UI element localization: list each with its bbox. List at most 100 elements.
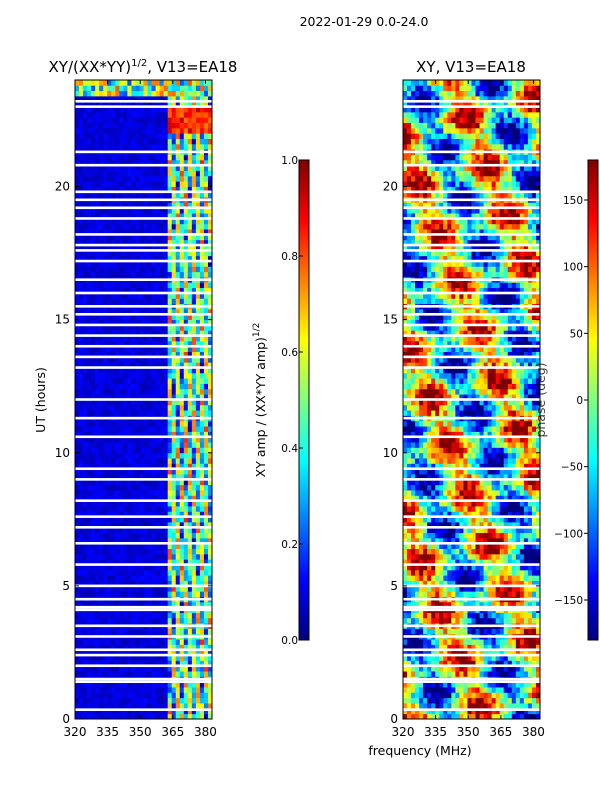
heatmap-cell [139, 234, 144, 241]
heatmap-cell [495, 687, 501, 693]
heatmap-cell [459, 697, 464, 704]
heatmap-cell [83, 500, 88, 507]
heatmap-cell [207, 319, 213, 326]
heatmap-cell [195, 255, 201, 262]
heatmap-cell [495, 649, 501, 656]
heatmap-cell [171, 708, 177, 715]
heatmap-cell [199, 207, 205, 214]
heatmap-cell [175, 399, 181, 406]
heatmap-cell [171, 340, 177, 347]
heatmap-cell [135, 601, 140, 608]
heatmap-cell [139, 80, 144, 86]
heatmap-cell [403, 639, 408, 645]
heatmap-cell [127, 218, 132, 225]
heatmap-cell [87, 117, 92, 123]
heatmap-cell [171, 175, 177, 182]
heatmap-cell [127, 404, 132, 411]
heatmap-cell [191, 452, 197, 459]
heatmap-cell [191, 655, 197, 661]
heatmap-cell [519, 649, 525, 656]
heatmap-cell [91, 612, 96, 619]
heatmap-cell [439, 660, 444, 667]
heatmap-cell [147, 655, 152, 661]
heatmap-cell [515, 703, 521, 709]
heatmap-cell [167, 548, 173, 555]
heatmap-cell [123, 601, 128, 608]
heatmap-cell [123, 250, 128, 257]
heatmap-cell [183, 90, 189, 97]
heatmap-cell [119, 165, 124, 171]
heatmap-cell [147, 378, 152, 384]
heatmap-cell [147, 143, 152, 150]
heatmap-cell [163, 255, 169, 262]
heatmap-cell [127, 287, 132, 294]
heatmap-cell [199, 383, 205, 390]
heatmap-cell [191, 612, 197, 619]
heatmap-cell [199, 138, 205, 145]
heatmap-cell [95, 612, 100, 619]
heatmap-cell [163, 564, 169, 571]
heatmap-cell [79, 362, 84, 368]
heatmap-cell [83, 687, 88, 693]
heatmap-cell [91, 399, 96, 406]
heatmap-cell [199, 394, 205, 400]
heatmap-cell [175, 80, 181, 86]
heatmap-cell [159, 330, 165, 336]
heatmap-cell [179, 250, 185, 257]
heatmap-cell [203, 287, 209, 294]
heatmap-cell [195, 426, 201, 432]
heatmap-cell [499, 687, 505, 693]
heatmap-cell [483, 681, 489, 688]
heatmap-cell [159, 138, 165, 145]
heatmap-cell [99, 713, 104, 720]
heatmap-cell [191, 282, 197, 289]
heatmap-cell [483, 601, 489, 608]
heatmap-cell [111, 511, 116, 518]
heatmap-cell [115, 367, 120, 374]
heatmap-cell [163, 218, 169, 225]
heatmap-cell [491, 671, 497, 677]
heatmap-cell [511, 655, 517, 661]
heatmap-cell [495, 628, 501, 635]
heatmap-cell [135, 186, 140, 193]
heatmap-cell [87, 537, 92, 544]
heatmap-cell [191, 159, 197, 166]
heatmap-cell [127, 207, 132, 214]
heatmap-cell [135, 410, 140, 416]
heatmap-cell [179, 101, 185, 108]
heatmap-cell [191, 383, 197, 390]
heatmap-cell [127, 394, 132, 400]
heatmap-cell [159, 250, 165, 257]
heatmap-cell [531, 660, 537, 667]
heatmap-cell [87, 143, 92, 150]
heatmap-cell [83, 665, 88, 672]
heatmap-cell [123, 101, 128, 108]
heatmap-cell [179, 218, 185, 225]
heatmap-cell [483, 644, 489, 651]
heatmap-cell [127, 101, 132, 108]
flagged-row [75, 206, 212, 210]
heatmap-cell [111, 559, 116, 565]
heatmap-cell [135, 250, 140, 257]
heatmap-cell [183, 319, 189, 326]
heatmap-cell [111, 314, 116, 321]
heatmap-cell [207, 703, 213, 709]
heatmap-cell [423, 612, 428, 619]
heatmap-cell [111, 127, 116, 134]
heatmap-cell [199, 95, 205, 102]
heatmap-cell [95, 356, 100, 363]
heatmap-cell [427, 703, 432, 709]
heatmap-cell [83, 383, 88, 390]
heatmap-cell [443, 671, 448, 677]
heatmap-cell [163, 617, 169, 624]
heatmap-cell [119, 468, 124, 475]
heatmap-cell [143, 660, 148, 667]
heatmap-cell [159, 575, 165, 581]
heatmap-cell [123, 687, 128, 693]
heatmap-cell [83, 569, 88, 576]
heatmap-cell [91, 404, 96, 411]
heatmap-cell [127, 213, 132, 219]
heatmap-cell [79, 612, 84, 619]
heatmap-cell [83, 521, 88, 528]
heatmap-cell [167, 314, 173, 321]
